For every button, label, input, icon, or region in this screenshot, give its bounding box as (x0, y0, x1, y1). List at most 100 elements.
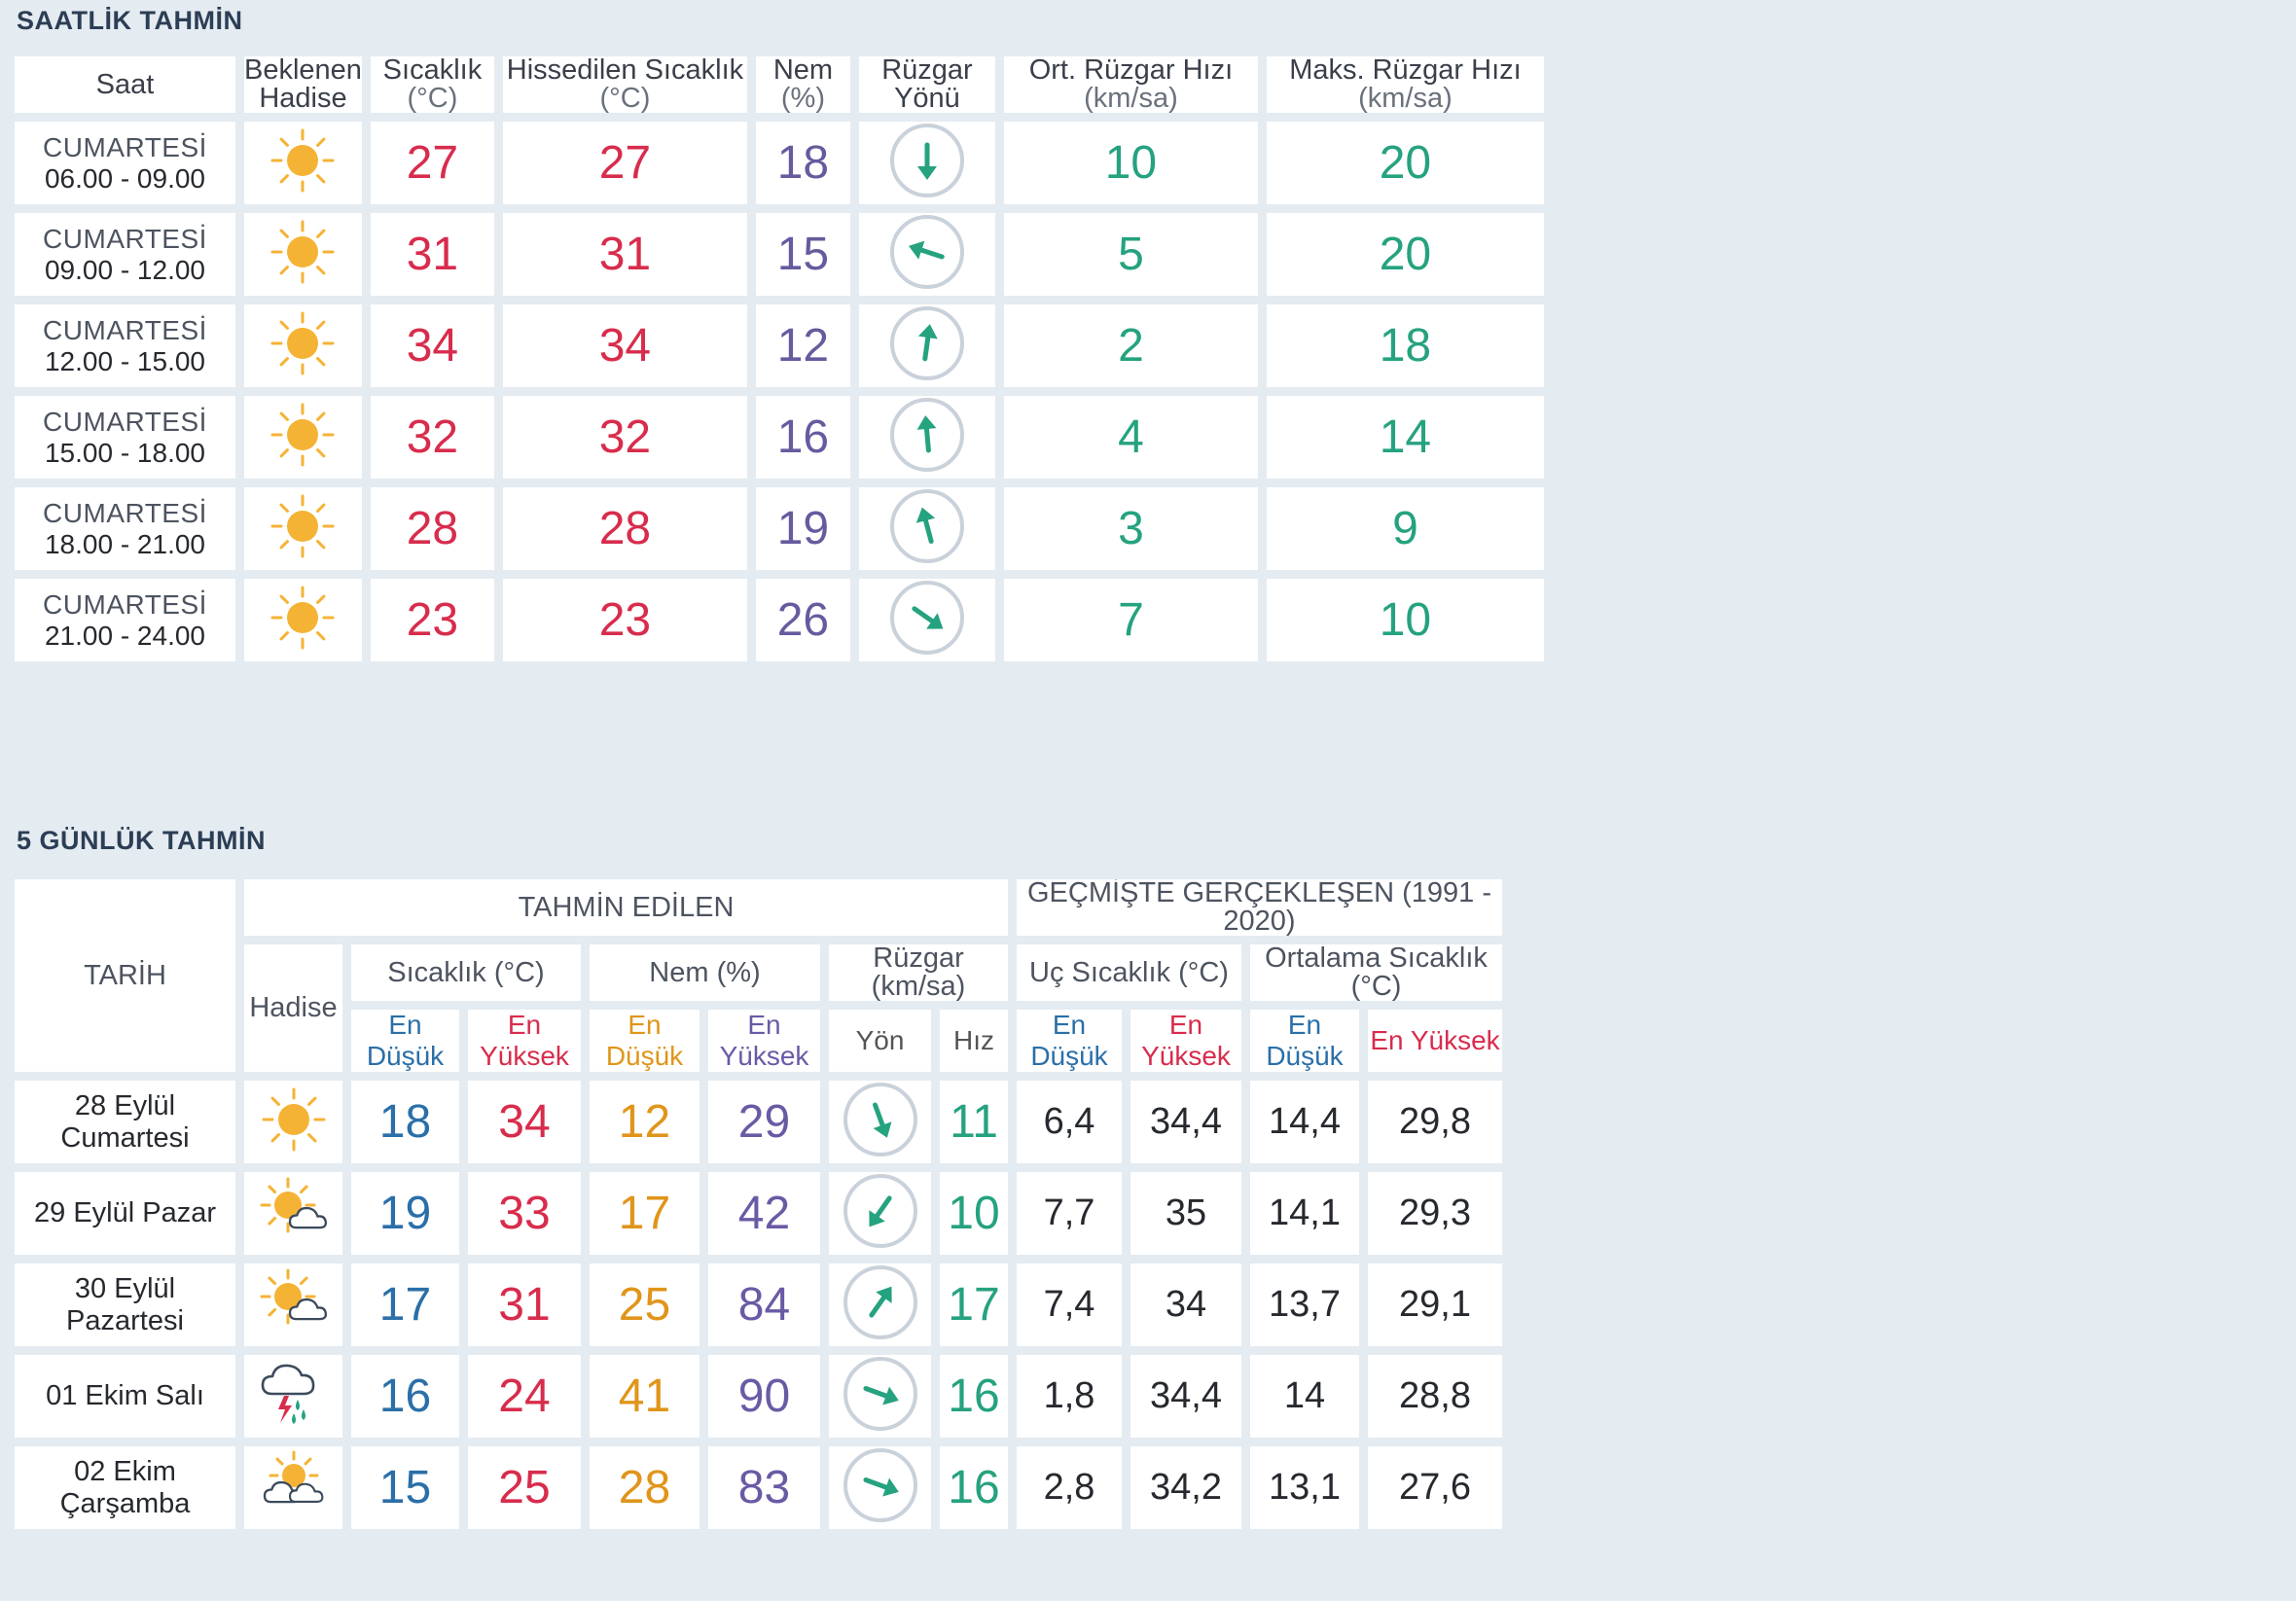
header-temp-min: En Düşük (351, 1010, 459, 1072)
extreme-min-value: 6,4 (1017, 1081, 1122, 1163)
wind-direction-cell (858, 487, 995, 570)
daily-header-row-2: Hadise Sıcaklık (°C) Nem (%) Rüzgar (km/… (15, 944, 1502, 1072)
extreme-max-value: 34,4 (1130, 1355, 1241, 1438)
date-label: 30 Eylül Pazartesi (15, 1263, 235, 1346)
header-wind-avg-label: Ort. Rüzgar Hızı (1028, 56, 1234, 86)
extreme-min-value: 7,4 (1017, 1263, 1122, 1346)
condition-cell (244, 1355, 342, 1438)
header-humidity-min: En Düşük (590, 1010, 700, 1072)
wind-max-value: 9 (1266, 487, 1544, 570)
header-extreme-temp: Uç Sıcaklık (°C) (1017, 944, 1241, 1001)
sun-icon (268, 125, 338, 200)
temp-max-value: 34 (468, 1081, 581, 1163)
wind-direction-cell (858, 579, 995, 661)
header-wind-dir: Yön (829, 1010, 931, 1072)
wind-direction-cell (858, 122, 995, 204)
hourly-row: CUMARTESİ 06.00 - 09.00 27 27 18 10 20 (15, 122, 1544, 204)
wind-direction-arrow-icon (842, 1263, 919, 1346)
header-extreme-min: En Düşük (1017, 1010, 1122, 1072)
time-cell: CUMARTESİ 06.00 - 09.00 (15, 122, 235, 204)
header-condition: Hadise (244, 944, 342, 1072)
extreme-max-value: 34,4 (1130, 1081, 1241, 1163)
average-max-value: 29,3 (1368, 1172, 1502, 1255)
header-wind-max-label: Maks. Rüzgar Hızı (1289, 56, 1522, 86)
condition-cell (244, 579, 362, 661)
average-min-value: 14 (1250, 1355, 1359, 1438)
humidity-value: 12 (755, 304, 850, 387)
daily-row: 02 Ekim Çarşamba 15 25 28 83 16 2,8 34,2… (15, 1446, 1502, 1529)
temp-value: 28 (370, 487, 494, 570)
header-feels-label: Hissedilen Sıcaklık (506, 56, 744, 86)
header-temp: Sıcaklık (°C) (351, 944, 581, 1001)
wind-max-value: 20 (1266, 122, 1544, 204)
hourly-section-title: SAATLİK TAHMİN (17, 6, 243, 35)
daily-row: 30 Eylül Pazartesi 17 31 25 84 17 7,4 34… (15, 1263, 1502, 1346)
wind-max-value: 14 (1266, 396, 1544, 479)
temp-max-value: 31 (468, 1263, 581, 1346)
wind-direction-arrow-icon (888, 304, 966, 387)
sun-icon (268, 491, 338, 566)
temp-max-value: 25 (468, 1446, 581, 1529)
header-wind-max-unit: (km/sa) (1358, 83, 1453, 113)
wind-direction-arrow-icon (888, 213, 966, 296)
time-cell: CUMARTESİ 15.00 - 18.00 (15, 396, 235, 479)
condition-cell (244, 1263, 342, 1346)
sun-icon (259, 1085, 329, 1159)
time-range: 12.00 - 15.00 (44, 345, 206, 376)
header-average-min: En Düşük (1250, 1010, 1359, 1072)
wind-direction-arrow-icon (842, 1081, 919, 1163)
humidity-min-value: 12 (590, 1081, 700, 1163)
temp-value: 32 (370, 396, 494, 479)
time-cell: CUMARTESİ 09.00 - 12.00 (15, 213, 235, 296)
humidity-min-value: 17 (590, 1172, 700, 1255)
hourly-row: CUMARTESİ 18.00 - 21.00 28 28 19 3 9 (15, 487, 1544, 570)
day-name: CUMARTESİ (43, 131, 207, 162)
wind-direction-cell (829, 1446, 931, 1529)
header-feels-unit: (°C) (599, 83, 651, 113)
humidity-max-value: 83 (708, 1446, 820, 1529)
condition-cell (244, 1446, 342, 1529)
header-wind: Rüzgar (km/sa) (829, 944, 1008, 1001)
wind-direction-cell (858, 396, 995, 479)
daily-row: 29 Eylül Pazar 19 33 17 42 10 7,7 35 14,… (15, 1172, 1502, 1255)
header-temp-unit: (°C) (407, 83, 458, 113)
temp-min-value: 15 (351, 1446, 459, 1529)
header-average-temp: Ortalama Sıcaklık (°C) (1250, 944, 1502, 1001)
sun-icon (268, 308, 338, 383)
time-cell: CUMARTESİ 12.00 - 15.00 (15, 304, 235, 387)
humidity-value: 15 (755, 213, 850, 296)
sun-icon (268, 217, 338, 292)
wind-direction-arrow-icon (888, 487, 966, 570)
wind-avg-value: 4 (1003, 396, 1258, 479)
wind-avg-value: 2 (1003, 304, 1258, 387)
wind-max-value: 20 (1266, 213, 1544, 296)
wind-avg-value: 10 (1003, 122, 1258, 204)
daily-row: 28 Eylül Cumartesi 18 34 12 29 11 6,4 34… (15, 1081, 1502, 1163)
hourly-row: CUMARTESİ 15.00 - 18.00 32 32 16 4 14 (15, 396, 1544, 479)
wind-speed-value: 10 (940, 1172, 1008, 1255)
wind-direction-cell (829, 1172, 931, 1255)
average-max-value: 29,8 (1368, 1081, 1502, 1163)
wind-max-value: 18 (1266, 304, 1544, 387)
hourly-forecast-table: Saat Beklenen Hadise Sıcaklık (°C) Hisse… (6, 48, 1553, 670)
time-range: 21.00 - 24.00 (44, 620, 206, 651)
humidity-max-value: 90 (708, 1355, 820, 1438)
hourly-row: CUMARTESİ 09.00 - 12.00 31 31 15 5 20 (15, 213, 1544, 296)
sun-icon (268, 583, 338, 658)
extreme-min-value: 1,8 (1017, 1355, 1122, 1438)
date-label: 28 Eylül Cumartesi (15, 1081, 235, 1163)
average-max-value: 27,6 (1368, 1446, 1502, 1529)
humidity-min-value: 28 (590, 1446, 700, 1529)
sun-cloud-icon (259, 1450, 329, 1525)
time-range: 15.00 - 18.00 (44, 437, 206, 468)
average-min-value: 14,4 (1250, 1081, 1359, 1163)
hourly-row: CUMARTESİ 21.00 - 24.00 23 23 26 7 10 (15, 579, 1544, 661)
date-label: 02 Ekim Çarşamba (15, 1446, 235, 1529)
wind-direction-arrow-icon (888, 579, 966, 661)
header-humidity: Nem (%) (590, 944, 820, 1001)
temp-value: 23 (370, 579, 494, 661)
feels-value: 28 (502, 487, 747, 570)
header-condition-line1: Beklenen (244, 56, 362, 86)
thunderstorm-icon (259, 1359, 329, 1434)
temp-min-value: 17 (351, 1263, 459, 1346)
